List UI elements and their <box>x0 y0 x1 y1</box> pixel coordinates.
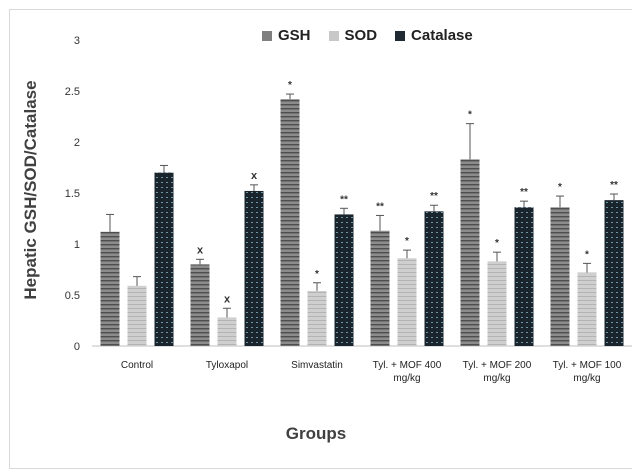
x-tick-label: Tyloxapol <box>206 360 248 371</box>
significance-mark-sod: * <box>315 269 319 280</box>
bar-catalase <box>244 190 264 346</box>
legend-label-gsh: GSH <box>278 27 311 44</box>
y-tick-label: 2 <box>74 137 80 149</box>
bar-sod <box>307 290 327 346</box>
x-tick-label: Control <box>121 360 153 371</box>
significance-mark-gsh: ** <box>376 201 384 212</box>
bar-gsh <box>550 207 570 346</box>
x-tick-label: Tyl. + MOF 100 <box>553 360 622 371</box>
significance-mark-gsh: * <box>288 80 292 91</box>
bar-sod <box>397 258 417 346</box>
bar-sod <box>577 272 597 346</box>
significance-mark-sod: * <box>585 249 589 260</box>
y-tick-label: 3 <box>74 35 80 47</box>
significance-mark-sod: x <box>224 293 231 305</box>
bar-sod <box>487 261 507 346</box>
x-tick-label: mg/kg <box>573 373 600 384</box>
bar-chart: 00.511.522.53ControlxxxTyloxapol****Simv… <box>65 35 632 384</box>
legend-item-gsh: GSH <box>262 27 311 44</box>
x-tick-label: Tyl. + MOF 200 <box>463 360 532 371</box>
x-axis-title: Groups <box>285 424 347 443</box>
bar-sod <box>127 285 147 346</box>
significance-mark-gsh: x <box>197 244 204 256</box>
significance-mark-catalase: ** <box>430 191 438 202</box>
bar-gsh <box>190 264 210 346</box>
x-tick-label: mg/kg <box>393 373 420 384</box>
y-tick-label: 1 <box>74 239 80 251</box>
bar-sod <box>217 317 237 346</box>
significance-mark-catalase: ** <box>340 194 348 205</box>
bar-gsh <box>460 159 480 346</box>
significance-mark-catalase: ** <box>610 180 618 191</box>
legend-swatch-gsh <box>262 30 272 41</box>
y-tick-label: 0 <box>74 341 80 353</box>
bar-catalase <box>424 211 444 346</box>
legend-label-sod: SOD <box>344 27 378 44</box>
x-tick-label: mg/kg <box>483 373 510 384</box>
significance-mark-sod: * <box>495 238 499 249</box>
significance-mark-sod: * <box>405 236 409 247</box>
legend-item-sod: SOD <box>328 27 378 44</box>
legend-swatch-catalase <box>395 30 406 41</box>
legend-label-catalase: Catalase <box>411 27 473 44</box>
bar-gsh <box>280 99 300 346</box>
x-tick-label: Simvastatin <box>291 360 343 371</box>
legend: GSH SOD Catalase <box>262 27 473 44</box>
significance-mark-catalase: ** <box>520 187 528 198</box>
bar-gsh <box>370 230 390 346</box>
y-tick-label: 1.5 <box>65 188 80 200</box>
x-tick-label: Tyl. + MOF 400 <box>373 360 442 371</box>
y-tick-label: 2.5 <box>65 86 80 98</box>
significance-mark-gsh: * <box>468 110 472 121</box>
y-axis-title-box: Hepatic GSH/SOD/Catalase <box>16 40 46 340</box>
y-tick-label: 0.5 <box>65 290 80 302</box>
bar-gsh <box>100 231 120 346</box>
legend-swatch-sod <box>328 30 339 41</box>
bar-catalase <box>154 172 174 346</box>
bar-catalase <box>334 214 354 346</box>
bar-catalase <box>514 207 534 346</box>
significance-mark-catalase: x <box>251 170 258 182</box>
legend-item-catalase: Catalase <box>395 27 473 44</box>
bar-catalase <box>604 200 624 346</box>
significance-mark-gsh: * <box>558 182 562 193</box>
y-axis-title: Hepatic GSH/SOD/Catalase <box>21 80 40 300</box>
